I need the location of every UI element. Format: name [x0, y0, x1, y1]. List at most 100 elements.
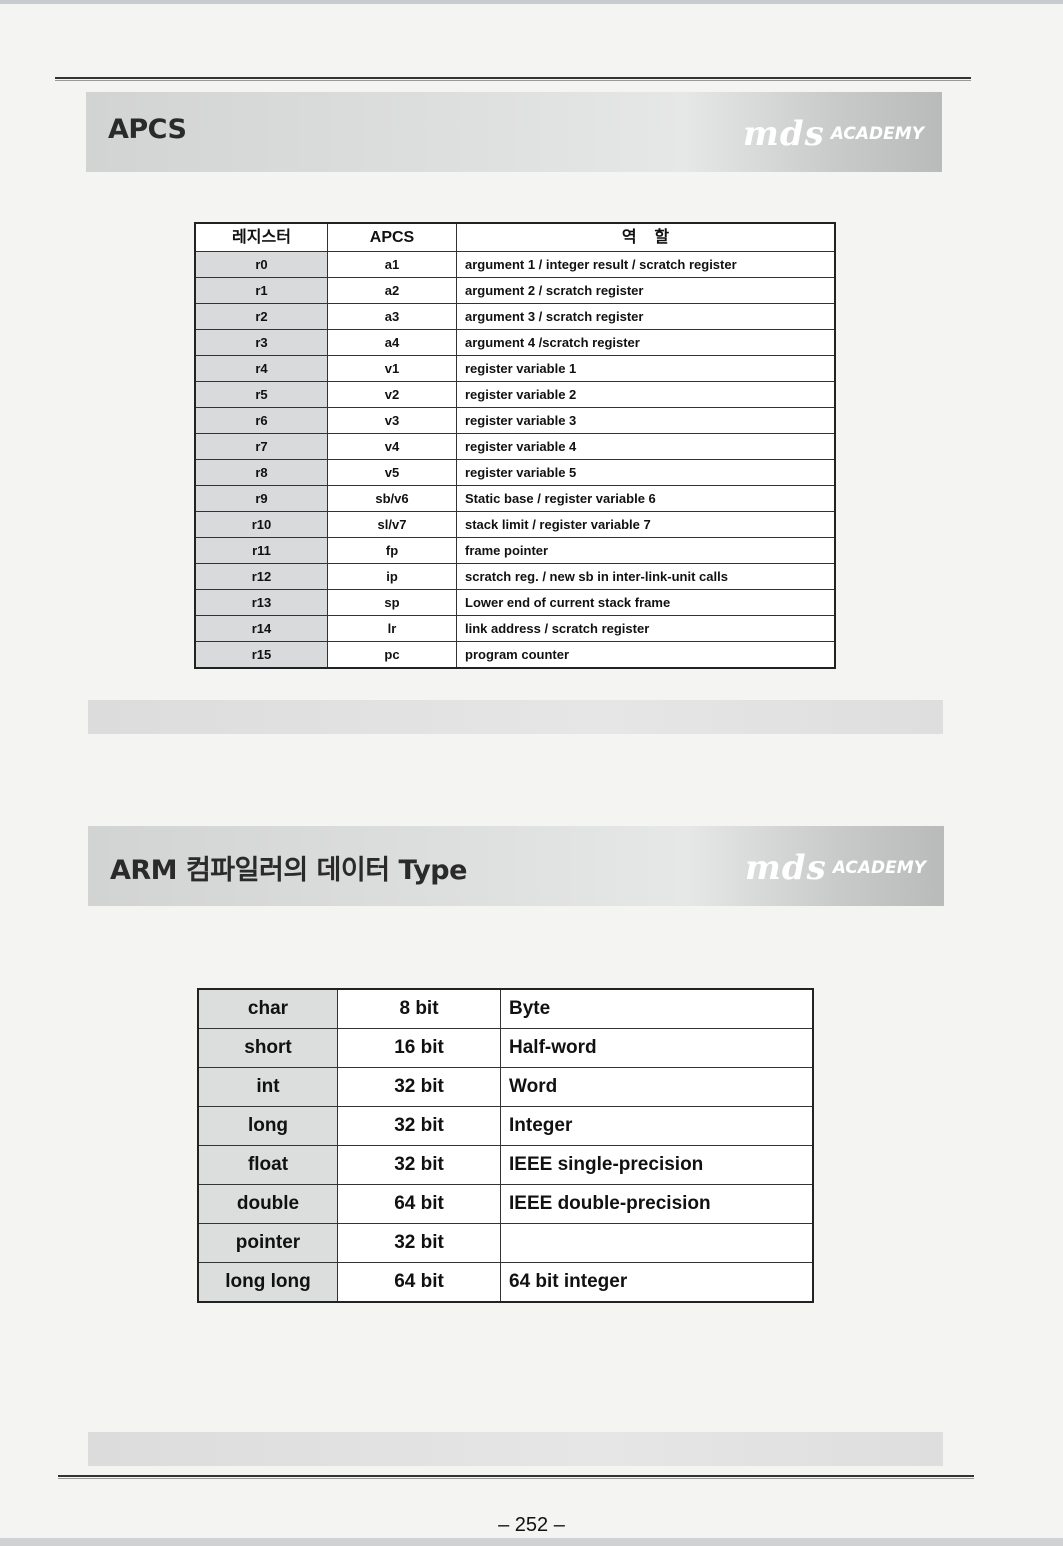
type-description-cell: IEEE double-precision — [500, 1184, 814, 1224]
role-cell: program counter — [456, 641, 836, 669]
table-row: float 32 bit IEEE single-precision — [197, 1145, 814, 1185]
apcs-register-table: 레지스터 APCS 역 할 r0 a1 argument 1 / integer r… — [194, 222, 836, 669]
apcs-name-cell: a4 — [327, 329, 457, 356]
apcs-name-cell: sb/v6 — [327, 485, 457, 512]
register-cell: r8 — [194, 459, 328, 486]
type-size-cell: 32 bit — [337, 1223, 501, 1263]
slide-2-header: ARM 컴파일러의 데이터 Type mds ACADEMY — [88, 826, 944, 906]
type-size-cell: 32 bit — [337, 1067, 501, 1107]
mds-academy-logo: mds ACADEMY — [745, 848, 926, 888]
register-cell: r6 — [194, 407, 328, 434]
apcs-name-cell: lr — [327, 615, 457, 642]
register-cell: r15 — [194, 641, 328, 669]
type-description-cell — [500, 1223, 814, 1263]
register-cell: r0 — [194, 251, 328, 278]
table-row: r1 a2 argument 2 / scratch register — [194, 277, 836, 304]
slide-1-title: APCS — [108, 114, 187, 145]
table-row: r15 pc program counter — [194, 641, 836, 669]
table-row: double 64 bit IEEE double-precision — [197, 1184, 814, 1224]
data-type-table: char 8 bit Byte short 16 bit Half-word int 32 b… — [197, 988, 814, 1303]
bottom-rule — [58, 1475, 974, 1479]
role-cell: link address / scratch register — [456, 615, 836, 642]
type-description-cell: Integer — [500, 1106, 814, 1146]
type-name-cell: double — [197, 1184, 338, 1224]
header-apcs: APCS — [327, 222, 457, 252]
apcs-name-cell: v1 — [327, 355, 457, 382]
register-cell: r2 — [194, 303, 328, 330]
role-cell: frame pointer — [456, 537, 836, 564]
table-row: r14 lr link address / scratch register — [194, 615, 836, 642]
role-cell: Static base / register variable 6 — [456, 485, 836, 512]
type-description-cell: IEEE single-precision — [500, 1145, 814, 1185]
page-number: – 252 – — [498, 1514, 565, 1536]
type-size-cell: 16 bit — [337, 1028, 501, 1068]
register-cell: r7 — [194, 433, 328, 460]
mds-academy-logo: mds ACADEMY — [743, 114, 924, 154]
register-cell: r13 — [194, 589, 328, 616]
table-row: r5 v2 register variable 2 — [194, 381, 836, 408]
apcs-name-cell: a3 — [327, 303, 457, 330]
type-name-cell: long long — [197, 1262, 338, 1303]
table-row: r3 a4 argument 4 /scratch register — [194, 329, 836, 356]
page-top-edge — [0, 0, 1063, 4]
apcs-name-cell: ip — [327, 563, 457, 590]
register-cell: r14 — [194, 615, 328, 642]
apcs-name-cell: pc — [327, 641, 457, 669]
table-row: char 8 bit Byte — [197, 988, 814, 1029]
role-cell: scratch reg. / new sb in inter-link-unit… — [456, 563, 836, 590]
register-cell: r10 — [194, 511, 328, 538]
register-cell: r5 — [194, 381, 328, 408]
table-row: r9 sb/v6 Static base / register variable 6 — [194, 485, 836, 512]
role-cell: argument 3 / scratch register — [456, 303, 836, 330]
table-row: long long 64 bit 64 bit integer — [197, 1262, 814, 1303]
apcs-name-cell: v5 — [327, 459, 457, 486]
role-cell: argument 4 /scratch register — [456, 329, 836, 356]
register-cell: r9 — [194, 485, 328, 512]
type-description-cell: 64 bit integer — [500, 1262, 814, 1303]
table-row: r12 ip scratch reg. / new sb in inter-link… — [194, 563, 836, 590]
role-cell: argument 2 / scratch register — [456, 277, 836, 304]
slide-2-footer-band — [88, 1432, 943, 1466]
apcs-name-cell: fp — [327, 537, 457, 564]
apcs-name-cell: a2 — [327, 277, 457, 304]
apcs-name-cell: v4 — [327, 433, 457, 460]
top-rule — [55, 77, 971, 81]
type-size-cell: 64 bit — [337, 1184, 501, 1224]
logo-mds-text: mds — [742, 114, 825, 154]
register-cell: r1 — [194, 277, 328, 304]
table-row: long 32 bit Integer — [197, 1106, 814, 1146]
logo-academy-text: ACADEMY — [830, 124, 924, 144]
table-header-row: 레지스터 APCS 역 할 — [194, 222, 836, 252]
role-cell: register variable 5 — [456, 459, 836, 486]
page-bottom-edge — [0, 1538, 1063, 1546]
type-name-cell: float — [197, 1145, 338, 1185]
logo-mds-text: mds — [744, 848, 827, 888]
type-name-cell: pointer — [197, 1223, 338, 1263]
type-size-cell: 32 bit — [337, 1145, 501, 1185]
role-cell: register variable 3 — [456, 407, 836, 434]
table-row: r8 v5 register variable 5 — [194, 459, 836, 486]
register-cell: r12 — [194, 563, 328, 590]
apcs-name-cell: sl/v7 — [327, 511, 457, 538]
header-register: 레지스터 — [194, 222, 328, 252]
table-row: short 16 bit Half-word — [197, 1028, 814, 1068]
type-name-cell: short — [197, 1028, 338, 1068]
table-row: r2 a3 argument 3 / scratch register — [194, 303, 836, 330]
type-size-cell: 32 bit — [337, 1106, 501, 1146]
apcs-name-cell: v3 — [327, 407, 457, 434]
type-description-cell: Byte — [500, 988, 814, 1029]
type-table-body: char 8 bit Byte short 16 bit Half-word int 32 b… — [197, 988, 814, 1303]
role-cell: Lower end of current stack frame — [456, 589, 836, 616]
register-cell: r4 — [194, 355, 328, 382]
slide-1-footer-band — [88, 700, 943, 734]
register-cell: r3 — [194, 329, 328, 356]
role-cell: stack limit / register variable 7 — [456, 511, 836, 538]
type-size-cell: 64 bit — [337, 1262, 501, 1303]
slide-2-title: ARM 컴파일러의 데이터 Type — [110, 855, 467, 886]
role-cell: register variable 2 — [456, 381, 836, 408]
apcs-name-cell: a1 — [327, 251, 457, 278]
apcs-table-body: r0 a1 argument 1 / integer result / scratc… — [194, 251, 836, 669]
role-cell: argument 1 / integer result / scratch re… — [456, 251, 836, 278]
table-row: r11 fp frame pointer — [194, 537, 836, 564]
type-name-cell: int — [197, 1067, 338, 1107]
